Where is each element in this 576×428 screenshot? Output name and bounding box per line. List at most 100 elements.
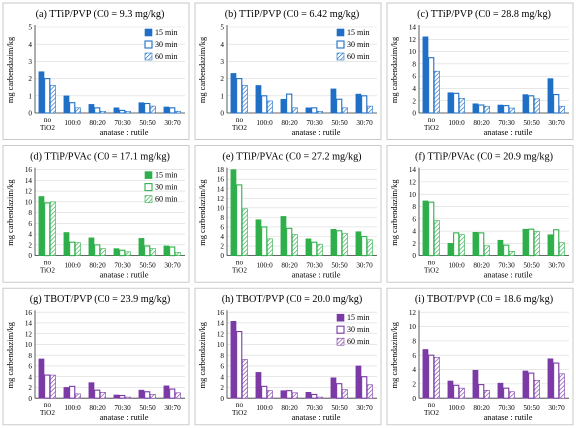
y-tick-label: 12 [217,195,225,203]
x-tick-label: no [44,401,52,409]
bar [169,388,176,399]
bar [38,71,45,114]
y-tick-label: 12 [25,188,33,196]
chart-title: (a) TTiP/PVP (C0 = 9.3 mg/kg) [36,9,165,20]
bar [534,98,540,114]
y-tick-label: 8 [220,214,224,222]
y-axis-label: mg carbendazim/kg [390,321,399,388]
bar [169,107,176,114]
bar [175,392,181,399]
bar [125,251,131,256]
chart-title: (h) TBOT/PVP (C0 = 20.0 mg/kg) [222,294,362,305]
bar [100,110,106,114]
chart-panel-f: (f) TTiP/PVAc (C0 = 20.9 mg/kg) mg carben… [386,145,574,283]
y-tick-label: 0 [28,395,32,403]
bar [150,248,156,256]
bar [478,232,485,257]
bar [44,374,51,399]
y-tick-label: 6 [220,224,224,232]
y-tick-label: 6 [28,220,32,228]
bar [305,107,312,114]
bar [503,105,510,114]
x-tick-label: 80:20 [89,262,106,270]
y-tick-label: 10 [217,341,225,349]
bar [119,249,126,257]
bar [113,248,120,256]
bar [497,239,504,256]
x-tick-label: 30:70 [548,404,565,412]
x-tick-label: TiO2 [232,267,247,275]
legend-label: 30 min [155,183,177,192]
bar [342,389,348,399]
x-tick-label: 50:50 [523,404,540,412]
x-tick-label: 80:20 [89,119,106,127]
bar [503,387,510,399]
bar [459,387,465,399]
x-tick-label: 70:30 [306,404,323,412]
x-tick-label: TiO2 [40,267,55,275]
bar [317,396,323,399]
y-tick-label: 14 [217,320,225,328]
y-tick-label: 3 [28,58,32,66]
y-tick-label: 10 [25,341,33,349]
bar [361,235,368,257]
chart-title: (f) TTiP/PVAc (C0 = 20.9 mg/kg) [415,152,553,163]
x-tick-label: 70:30 [114,404,131,412]
bar [163,385,170,399]
y-tick-label: 6 [28,363,32,371]
y-tick-label: 2 [28,75,32,83]
y-tick-label: 10 [217,204,225,212]
x-tick-label: 100:0 [448,404,465,412]
bar [355,365,362,399]
legend-swatch [144,28,153,37]
bar [528,372,535,399]
y-axis-label: mg carbendazim/kg [390,179,399,246]
bar [292,107,298,114]
x-tick-label: 30:70 [548,262,565,270]
bar [522,228,529,256]
bar [330,377,337,399]
x-tick-label: 70:30 [498,262,515,270]
y-tick-label: 8 [412,60,416,68]
panel-frame [194,145,382,283]
y-tick-label: 18 [217,166,225,174]
bar [125,396,131,399]
legend-swatch [336,52,345,61]
legend-swatch [144,40,153,49]
x-tick-label: 50:50 [139,119,156,127]
x-tick-label: 50:50 [331,262,348,270]
y-tick-label: 12 [217,330,225,338]
panel-frame [194,2,382,141]
chart-title: (i) TBOT/PVP (C0 = 18.6 mg/kg) [415,294,553,305]
bar [311,393,318,399]
y-tick-label: 10 [25,198,33,206]
bar [230,73,237,114]
x-tick-label: 30:70 [164,119,181,127]
bar [38,196,45,256]
panel-frame [386,145,574,283]
bar [305,238,312,256]
bar [434,357,440,399]
bar [63,387,70,399]
y-tick-label: 0 [220,110,224,118]
y-tick-label: 6 [412,215,416,223]
x-tick-label: TiO2 [424,267,439,275]
bar [169,246,176,257]
legend-label: 60 min [347,337,369,346]
legend-swatch [144,171,153,179]
y-tick-label: 12 [25,330,33,338]
bar [267,390,273,399]
x-axis-label: anatase : rutile [484,128,533,137]
y-tick-label: 16 [217,309,225,317]
y-tick-label: 16 [217,176,225,184]
y-tick-label: 4 [28,41,32,49]
bar [75,242,81,256]
bar [236,184,243,257]
bar [100,391,106,399]
y-tick-label: 8 [412,203,416,211]
x-axis-label: anatase : rutile [484,413,533,422]
x-tick-label: 50:50 [139,262,156,270]
bar [255,372,262,399]
legend-label: 60 min [155,52,177,61]
bar [44,78,51,114]
